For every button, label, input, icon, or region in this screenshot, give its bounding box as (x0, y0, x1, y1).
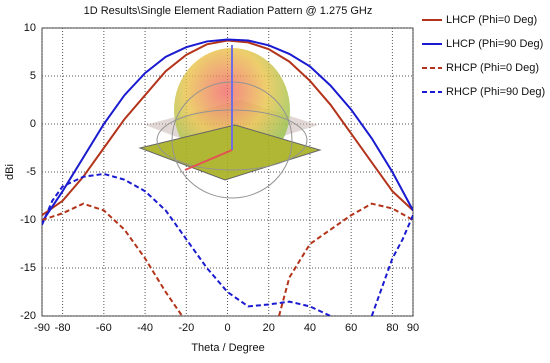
x-tick-label: 80 (386, 322, 398, 334)
legend-label: LHCP (Phi=0 Deg) (446, 14, 537, 26)
x-tick-label: 40 (304, 322, 316, 334)
lines (42, 38, 413, 316)
x-tick-label: -60 (96, 322, 112, 334)
y-tick-label: 5 (30, 70, 36, 82)
legend-label: RHCP (Phi=0 Deg) (446, 62, 539, 74)
x-tick-label: 20 (263, 322, 275, 334)
y-tick-label: 10 (24, 22, 36, 34)
x-tick-label: 90 (407, 322, 419, 334)
y-tick-label: 0 (30, 118, 36, 130)
antenna-inset (138, 45, 322, 199)
y-tick-label: -15 (20, 262, 36, 274)
legend: LHCP (Phi=0 Deg) LHCP (Phi=90 Deg) RHCP (P… (422, 14, 545, 98)
x-axis-label: Theta / Degree (191, 342, 264, 354)
y-tick-label: -5 (26, 166, 36, 178)
series-line (42, 202, 413, 316)
x-tick-label: -40 (137, 322, 153, 334)
x-tick-label: -20 (178, 322, 194, 334)
x-tick-label: 0 (224, 322, 230, 334)
inset-board (138, 124, 322, 181)
series-line (42, 172, 413, 316)
inset-axis (184, 149, 233, 171)
legend-label: LHCP (Phi=90 Deg) (446, 38, 543, 50)
y-axis-label: dBi (4, 164, 16, 180)
y-tick-label: -20 (20, 310, 36, 322)
legend-label: RHCP (Phi=90 Deg) (446, 86, 545, 98)
series-line (42, 38, 413, 223)
x-tick-label: -80 (55, 322, 71, 334)
x-tick-label: -90 (34, 322, 50, 334)
y-tick-label: -10 (20, 214, 36, 226)
x-tick-label: 60 (345, 322, 357, 334)
chart-title: 1D Results\Single Element Radiation Patt… (84, 5, 373, 17)
